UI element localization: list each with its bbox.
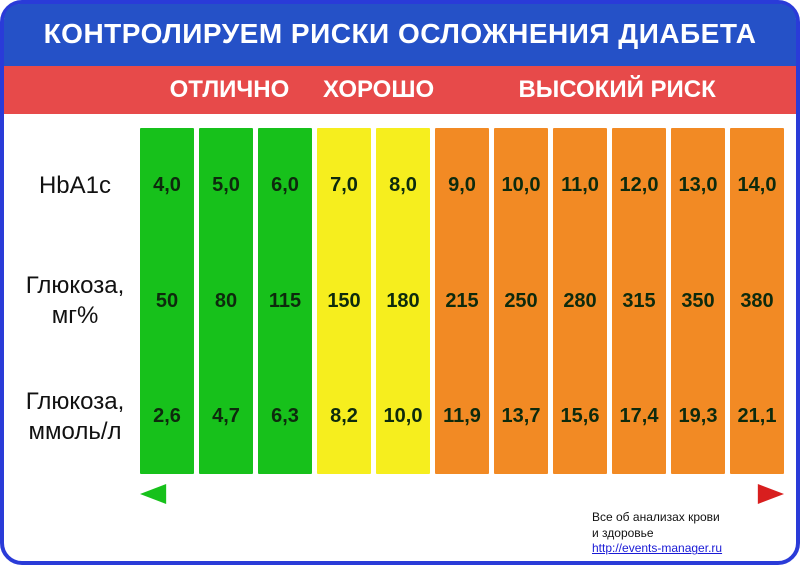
footer-line1: Все об анализах крови [592, 510, 720, 524]
value-cell: 8,2 [330, 405, 358, 428]
value-cell: 80 [215, 290, 237, 313]
value-bar: 13,0 350 19,3 [671, 128, 725, 474]
category-label: ХОРОШО [319, 76, 438, 104]
value-bar: 9,0 215 11,9 [435, 128, 489, 474]
gradient-arrow-row [4, 476, 796, 510]
value-cell: 11,0 [561, 174, 599, 197]
value-bar: 12,0 315 17,4 [612, 128, 666, 474]
value-bar: 10,0 250 13,7 [494, 128, 548, 474]
value-cell: 11,9 [443, 405, 481, 428]
value-cell: 250 [504, 290, 537, 313]
value-cell: 19,3 [679, 405, 718, 428]
value-cell: 15,6 [561, 405, 600, 428]
value-cell: 215 [445, 290, 478, 313]
value-cell: 12,0 [620, 174, 659, 197]
category-label: ОТЛИЧНО [140, 76, 319, 104]
title-bar: КОНТРОЛИРУЕМ РИСКИ ОСЛОЖНЕНИЯ ДИАБЕТА [4, 4, 796, 66]
value-cell: 180 [386, 290, 419, 313]
value-bar: 8,0 180 10,0 [376, 128, 430, 474]
value-cell: 4,7 [212, 405, 240, 428]
value-cell: 21,1 [738, 405, 777, 428]
chart-area: HbA1c Глюкоза,мг% Глюкоза,ммоль/л 4,0 50 2,6… [4, 114, 796, 476]
footer-credit: Все об анализах крови и здоровье http://… [592, 510, 782, 557]
title-text: КОНТРОЛИРУЕМ РИСКИ ОСЛОЖНЕНИЯ ДИАБЕТА [44, 18, 757, 49]
value-cell: 13,7 [502, 405, 541, 428]
value-cell: 4,0 [153, 174, 181, 197]
footer-line2: и здоровье [592, 526, 654, 540]
bars-wrap: 4,0 50 2,6 5,0 80 4,7 6,0 115 6,3 7,0 150 8,2 8,0 180… [140, 128, 784, 474]
value-bar: 14,0 380 21,1 [730, 128, 784, 474]
value-cell: 5,0 [212, 174, 240, 197]
value-bar: 5,0 80 4,7 [199, 128, 253, 474]
value-bar: 4,0 50 2,6 [140, 128, 194, 474]
value-cell: 13,0 [679, 174, 718, 197]
value-cell: 6,0 [271, 174, 299, 197]
row-label: HbA1c [39, 171, 111, 201]
value-bar: 6,0 115 6,3 [258, 128, 312, 474]
value-cell: 17,4 [620, 405, 659, 428]
category-bar: ОТЛИЧНОХОРОШОВЫСОКИЙ РИСК [4, 66, 796, 114]
value-cell: 8,0 [389, 174, 417, 197]
value-cell: 2,6 [153, 405, 181, 428]
value-cell: 6,3 [271, 405, 299, 428]
value-cell: 115 [269, 290, 301, 313]
gradient-arrow [140, 481, 784, 507]
value-cell: 150 [327, 290, 360, 313]
value-bar: 7,0 150 8,2 [317, 128, 371, 474]
value-cell: 280 [563, 290, 596, 313]
value-cell: 10,0 [384, 405, 423, 428]
value-cell: 350 [681, 290, 714, 313]
value-cell: 50 [156, 290, 178, 313]
row-label: Глюкоза,ммоль/л [26, 387, 125, 447]
value-cell: 9,0 [448, 174, 476, 197]
value-bar: 11,0 280 15,6 [553, 128, 607, 474]
value-cell: 380 [740, 290, 773, 313]
infographic-frame: КОНТРОЛИРУЕМ РИСКИ ОСЛОЖНЕНИЯ ДИАБЕТА ОТ… [0, 0, 800, 565]
footer-row: Все об анализах крови и здоровье http://… [4, 510, 796, 561]
footer-link[interactable]: http://events-manager.ru [592, 541, 722, 555]
row-labels: HbA1c Глюкоза,мг% Глюкоза,ммоль/л [4, 128, 140, 474]
value-cell: 7,0 [330, 174, 358, 197]
value-cell: 14,0 [738, 174, 777, 197]
value-cell: 10,0 [502, 174, 541, 197]
row-label: Глюкоза,мг% [26, 271, 125, 331]
value-cell: 315 [622, 290, 655, 313]
category-label: ВЫСОКИЙ РИСК [438, 76, 796, 104]
